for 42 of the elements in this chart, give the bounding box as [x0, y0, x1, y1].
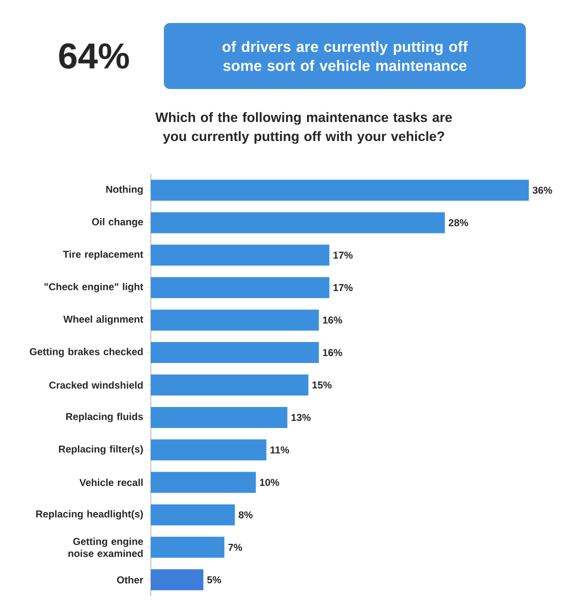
bar	[150, 569, 204, 590]
y-tick-label: Replacing fluids	[66, 412, 143, 422]
y-tick-label: Getting brakes checked	[30, 348, 143, 358]
bar	[150, 212, 445, 234]
data-label: 11%	[270, 446, 290, 454]
y-tick-label: Oil change	[92, 218, 144, 228]
text: of drivers are currently putting off some sort of vehicle maintenance	[222, 40, 468, 71]
data-label: 13%	[292, 414, 311, 422]
bar	[150, 406, 288, 428]
bar	[150, 374, 308, 396]
data-label: 28%	[448, 219, 468, 226]
y-tick-label: Cracked windshield	[49, 381, 143, 389]
data-label: 10%	[260, 478, 280, 486]
data-label: 7%	[228, 544, 242, 551]
y-tick-label: Replacing headlight(s)	[36, 510, 143, 520]
data-label: 36%	[532, 186, 552, 194]
data-label: 8%	[238, 511, 253, 518]
y-tick-label: Vehicle recall	[80, 478, 143, 486]
bar	[150, 244, 330, 266]
bar	[150, 277, 330, 298]
y-tick-label: Nothing	[106, 186, 143, 195]
data-label: 16%	[323, 316, 342, 324]
y-tick-label: Getting engine noise examined	[68, 538, 144, 557]
bar	[150, 439, 266, 460]
y-tick-label: Wheel alignment	[63, 315, 144, 325]
data-label: 16%	[323, 349, 342, 356]
data-label: 17%	[334, 284, 353, 292]
bar	[150, 342, 319, 364]
bar	[150, 536, 224, 558]
bar	[150, 472, 256, 493]
y-tick-label: Tire replacement	[63, 250, 144, 260]
y-tick-label: "Check engine" light	[44, 282, 144, 292]
chart-title: Which of the following maintenance tasks are you currently putting off with your vehicle?	[155, 112, 452, 144]
text: 64%	[59, 43, 129, 69]
y-tick-label: Replacing filter(s)	[59, 445, 143, 455]
bar	[150, 504, 235, 526]
data-label: 17%	[334, 252, 353, 259]
data-label: 15%	[312, 381, 332, 389]
bar	[150, 310, 319, 331]
y-tick-label: Other	[117, 576, 144, 584]
data-label: 5%	[207, 576, 222, 584]
bar	[150, 180, 529, 201]
